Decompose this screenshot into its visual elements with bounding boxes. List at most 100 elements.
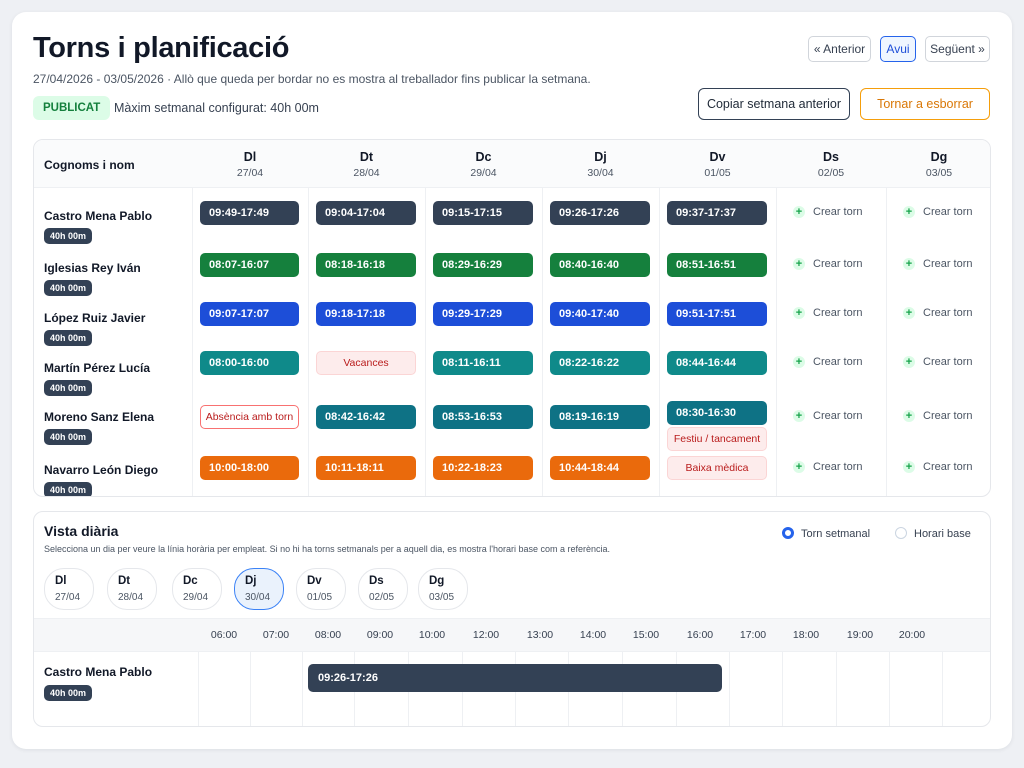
shift-block[interactable]: 09:49-17:49: [200, 201, 299, 225]
shift-block[interactable]: 08:22-16:22: [550, 351, 650, 375]
day-date: 01/05: [704, 167, 731, 179]
radio-base-schedule[interactable]: Horari base: [895, 527, 971, 540]
create-shift-button[interactable]: + Crear torn: [903, 206, 973, 218]
day-abbr: Dj: [594, 150, 607, 164]
create-shift-button[interactable]: + Crear torn: [793, 410, 863, 422]
shift-block[interactable]: 10:44-18:44: [550, 456, 650, 480]
column-divider: [886, 188, 887, 496]
radio-weekly-shift[interactable]: Torn setmanal: [782, 527, 870, 540]
create-shift-label: Crear torn: [813, 258, 863, 270]
day-abbr: Ds: [823, 150, 839, 164]
hours-badge: 40h 00m: [44, 280, 93, 296]
timeline-hour-label: 09:00: [366, 629, 394, 641]
day-date: 29/04: [470, 167, 497, 179]
column-divider: [542, 188, 543, 496]
day-chip-abbr: Ds: [369, 575, 384, 587]
reset-button[interactable]: Tornar a esborrar: [860, 88, 990, 120]
create-shift-button[interactable]: + Crear torn: [903, 258, 973, 270]
shift-block[interactable]: 08:42-16:42: [316, 405, 416, 429]
day-abbr: Dc: [475, 150, 492, 164]
day-date: 02/05: [817, 167, 845, 179]
shift-block[interactable]: 08:19-16:19: [550, 405, 650, 429]
day-chip-dg[interactable]: Dg 03/05: [418, 568, 468, 610]
create-shift-button[interactable]: + Crear torn: [793, 461, 863, 473]
timeline-gridline: [198, 652, 199, 726]
shift-block[interactable]: 09:40-17:40: [550, 302, 650, 326]
shift-block[interactable]: 09:18-17:18: [316, 302, 416, 326]
shift-block[interactable]: 08:29-16:29: [433, 253, 533, 277]
daily-view-subtitle: Selecciona un dia per veure la línia hor…: [44, 544, 611, 554]
plus-icon: +: [793, 410, 805, 422]
timeline-shift-bar[interactable]: 09:26-17:26: [308, 664, 722, 692]
day-chip-dc[interactable]: Dc 29/04: [172, 568, 222, 610]
shift-block[interactable]: 09:04-17:04: [316, 201, 416, 225]
shift-block[interactable]: 09:15-17:15: [433, 201, 533, 225]
employee-name: Navarro León Diego: [44, 463, 159, 477]
employee-name: Castro Mena Pablo: [44, 209, 153, 223]
shift-block[interactable]: 08:44-16:44: [667, 351, 767, 375]
page-title: Torns i planificació: [33, 32, 290, 64]
shift-block[interactable]: 08:07-16:07: [200, 253, 299, 277]
timeline-header: [34, 618, 990, 652]
status-badge: PUBLICAT: [33, 96, 111, 120]
create-shift-button[interactable]: + Crear torn: [903, 356, 973, 368]
employee-name: Moreno Sanz Elena: [44, 410, 155, 424]
day-chip-abbr: Dl: [55, 575, 67, 587]
create-shift-label: Crear torn: [813, 206, 863, 218]
shift-block[interactable]: 10:11-18:11: [316, 456, 416, 480]
shift-block[interactable]: 08:40-16:40: [550, 253, 650, 277]
day-chip-ds[interactable]: Ds 02/05: [358, 568, 408, 610]
shift-block[interactable]: 09:37-17:37: [667, 201, 767, 225]
day-chip-abbr: Dj: [245, 575, 257, 587]
create-shift-button[interactable]: + Crear torn: [903, 461, 973, 473]
shift-block[interactable]: 08:51-16:51: [667, 253, 767, 277]
create-shift-button[interactable]: + Crear torn: [903, 307, 973, 319]
day-chip-date: 28/04: [118, 592, 144, 603]
shift-block[interactable]: 08:53-16:53: [433, 405, 533, 429]
day-chip-dj[interactable]: Dj 30/04: [234, 568, 284, 610]
shift-block[interactable]: 09:29-17:29: [433, 302, 533, 326]
absence-tag[interactable]: Baixa mèdica: [667, 456, 767, 480]
plus-icon: +: [903, 307, 915, 319]
plus-icon: +: [793, 307, 805, 319]
day-abbr: Dt: [359, 150, 374, 164]
create-shift-button[interactable]: + Crear torn: [793, 258, 863, 270]
create-shift-button[interactable]: + Crear torn: [793, 307, 863, 319]
plus-icon: +: [903, 356, 915, 368]
create-shift-button[interactable]: + Crear torn: [793, 206, 863, 218]
column-divider: [425, 188, 426, 496]
shift-block[interactable]: 09:51-17:51: [667, 302, 767, 326]
absence-tag[interactable]: Absència amb torn: [200, 405, 299, 429]
create-shift-button[interactable]: + Crear torn: [793, 356, 863, 368]
shift-block[interactable]: 10:00-18:00: [200, 456, 299, 480]
timeline-gridline: [302, 652, 303, 726]
day-chip-date: 03/05: [429, 592, 455, 603]
radio-weekly-label: Torn setmanal: [801, 528, 871, 540]
shift-block[interactable]: 09:26-17:26: [550, 201, 650, 225]
create-shift-label: Crear torn: [813, 461, 863, 473]
prev-week-button[interactable]: « Anterior: [808, 36, 871, 62]
timeline-employee-name: Castro Mena Pablo: [44, 665, 153, 679]
shift-block[interactable]: 09:07-17:07: [200, 302, 299, 326]
next-week-button[interactable]: Següent »: [925, 36, 990, 62]
day-chip-dv[interactable]: Dv 01/05: [296, 568, 346, 610]
create-shift-button[interactable]: + Crear torn: [903, 410, 973, 422]
absence-tag[interactable]: Vacances: [316, 351, 416, 375]
day-header-dc: Dc 29/04: [425, 150, 542, 179]
shift-block[interactable]: 08:11-16:11: [433, 351, 533, 375]
shift-block[interactable]: 10:22-18:23: [433, 456, 533, 480]
day-abbr: Dl: [243, 150, 257, 164]
holiday-tag[interactable]: Festiu / tancament: [667, 427, 767, 451]
plus-icon: +: [903, 258, 915, 270]
shift-block[interactable]: 08:30-16:30: [667, 401, 767, 425]
radio-base-label: Horari base: [914, 528, 971, 540]
shift-block[interactable]: 08:00-16:00: [200, 351, 299, 375]
day-chip-abbr: Dt: [118, 575, 131, 587]
shift-block[interactable]: 08:18-16:18: [316, 253, 416, 277]
today-button[interactable]: Avui: [880, 36, 916, 62]
hours-badge: 40h 00m: [44, 429, 93, 445]
radio-unchecked-icon: [895, 527, 907, 539]
day-chip-dt[interactable]: Dt 28/04: [107, 568, 157, 610]
day-chip-dl[interactable]: Dl 27/04: [44, 568, 94, 610]
copy-week-button[interactable]: Copiar setmana anterior: [698, 88, 850, 120]
